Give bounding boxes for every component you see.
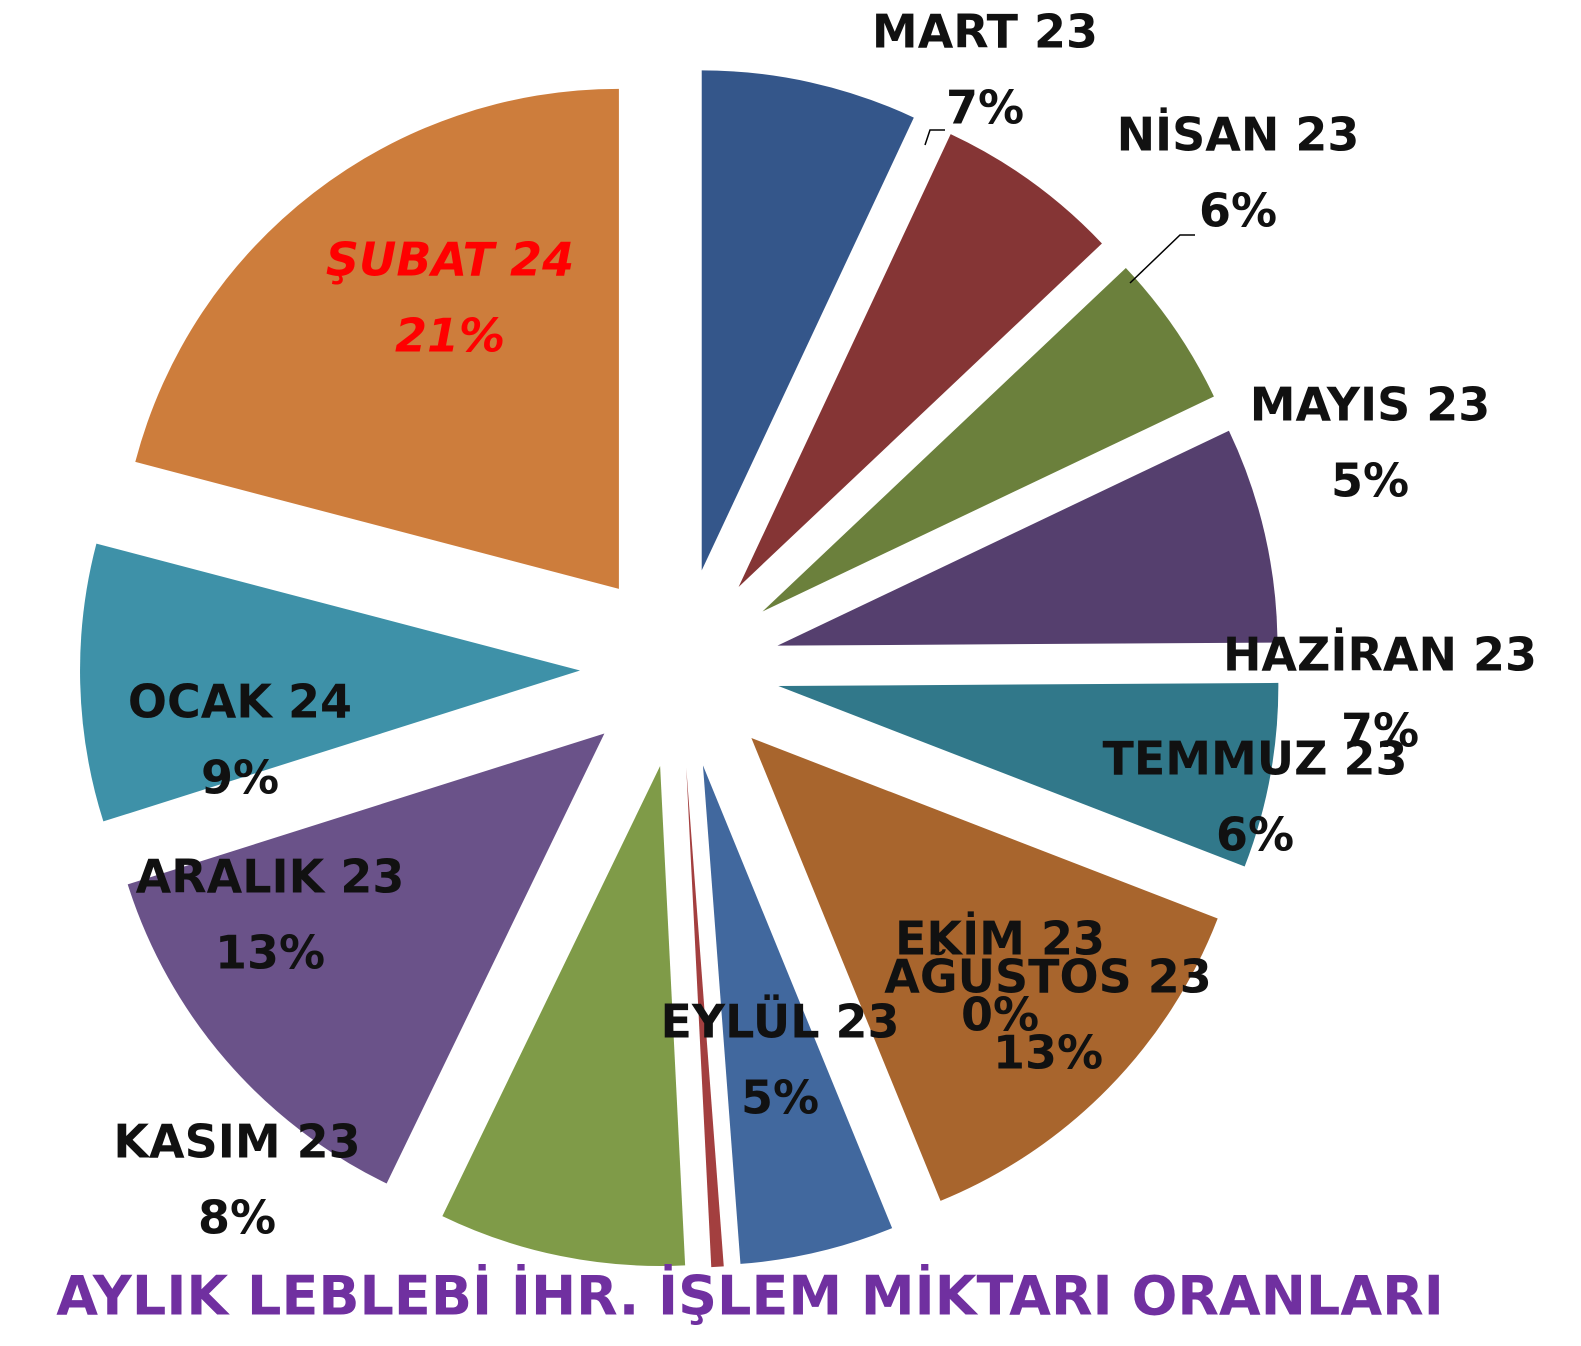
value-label: 5%: [1331, 454, 1409, 508]
slice-label: MAYIS 23: [1250, 378, 1491, 432]
slice-label: AĞUSTOS 23: [884, 950, 1211, 1004]
leader-line: [1129, 234, 1195, 284]
pie-slice: [702, 765, 893, 1264]
pie-slice: [127, 733, 605, 1184]
pie-slice: [762, 268, 1214, 612]
slice-label: KASIM 23: [113, 1115, 360, 1169]
value-label: 7%: [946, 81, 1024, 135]
slice-label: OCAK 24: [128, 675, 352, 729]
slice-label: ARALIK 23: [136, 850, 405, 904]
slice-label: MART 23: [872, 5, 1098, 59]
slice-label: EKİM 23: [895, 912, 1105, 966]
slice-label: ŞUBAT 24: [326, 233, 574, 287]
value-label: 6%: [1216, 808, 1294, 862]
value-label: 13%: [215, 926, 325, 980]
leader-line: [924, 129, 945, 146]
value-label: 8%: [198, 1191, 276, 1245]
value-label: 21%: [395, 309, 505, 363]
slice-label: HAZİRAN 23: [1223, 628, 1537, 682]
slice-label: NİSAN 23: [1117, 108, 1360, 162]
pie-slice: [686, 767, 724, 1268]
value-label: 6%: [1199, 184, 1277, 238]
value-label: 7%: [1341, 704, 1419, 758]
slice-label: EYLÜL 23: [660, 995, 899, 1049]
pie-slice: [777, 430, 1278, 646]
pie-slice: [751, 738, 1218, 1201]
value-label: 5%: [741, 1071, 819, 1125]
pie-slice: [80, 543, 581, 822]
pie-slice: [135, 88, 619, 589]
pie-slice: [442, 766, 686, 1267]
slice-label: TEMMUZ 23: [1102, 732, 1407, 786]
value-label: 13%: [993, 1026, 1103, 1080]
pie-slice: [701, 70, 914, 571]
chart-title: AYLIK LEBLEBİ İHR. İŞLEM MİKTARI ORANLAR…: [56, 1265, 1444, 1328]
pie: [80, 70, 1279, 1268]
pie-slice: [738, 134, 1102, 587]
value-label: 9%: [201, 751, 279, 805]
value-label: 0%: [961, 988, 1039, 1042]
pie-slice: [778, 682, 1279, 867]
